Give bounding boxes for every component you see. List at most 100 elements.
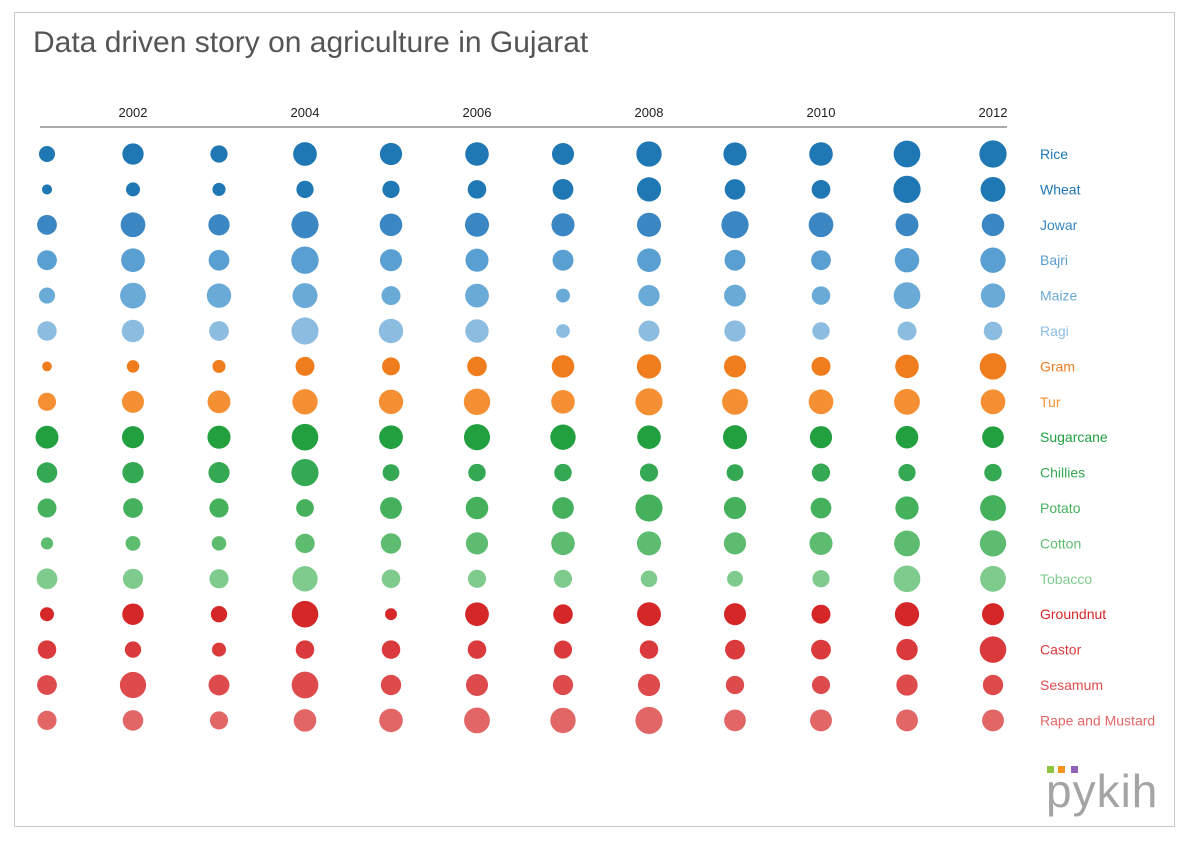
- data-point[interactable]: [211, 536, 227, 551]
- data-point[interactable]: [810, 497, 832, 519]
- data-point[interactable]: [893, 565, 921, 593]
- data-point[interactable]: [639, 640, 659, 659]
- data-point[interactable]: [721, 211, 749, 239]
- data-point[interactable]: [382, 464, 400, 481]
- data-point[interactable]: [724, 284, 746, 307]
- data-point[interactable]: [552, 179, 574, 200]
- data-point[interactable]: [809, 426, 833, 449]
- data-point[interactable]: [292, 389, 318, 415]
- data-point[interactable]: [385, 608, 397, 621]
- data-point[interactable]: [724, 179, 746, 200]
- data-point[interactable]: [551, 390, 575, 414]
- data-point[interactable]: [809, 142, 833, 166]
- data-point[interactable]: [896, 674, 918, 696]
- data-point[interactable]: [980, 247, 1006, 273]
- data-point[interactable]: [811, 180, 831, 199]
- data-point[interactable]: [209, 321, 229, 341]
- data-point[interactable]: [639, 463, 659, 482]
- data-point[interactable]: [553, 640, 573, 659]
- data-point[interactable]: [380, 533, 402, 554]
- data-point[interactable]: [725, 675, 745, 695]
- data-point[interactable]: [293, 709, 317, 732]
- data-point[interactable]: [292, 283, 318, 309]
- data-point[interactable]: [120, 212, 146, 238]
- data-point[interactable]: [207, 390, 231, 414]
- data-point[interactable]: [983, 321, 1003, 341]
- data-point[interactable]: [379, 142, 403, 166]
- data-point[interactable]: [810, 709, 832, 732]
- data-point[interactable]: [40, 537, 54, 550]
- data-point[interactable]: [125, 535, 141, 551]
- data-point[interactable]: [980, 565, 1006, 592]
- data-point[interactable]: [122, 461, 144, 484]
- data-point[interactable]: [120, 282, 146, 309]
- data-point[interactable]: [551, 531, 575, 556]
- data-point[interactable]: [468, 463, 486, 482]
- data-point[interactable]: [37, 640, 57, 659]
- data-point[interactable]: [811, 604, 831, 624]
- data-point[interactable]: [465, 602, 489, 627]
- data-point[interactable]: [465, 319, 489, 343]
- data-point[interactable]: [291, 423, 319, 451]
- data-point[interactable]: [37, 214, 57, 235]
- data-point[interactable]: [122, 710, 144, 731]
- data-point[interactable]: [723, 496, 747, 520]
- data-point[interactable]: [979, 353, 1007, 380]
- data-point[interactable]: [124, 641, 142, 658]
- data-point[interactable]: [636, 141, 662, 167]
- data-point[interactable]: [811, 250, 831, 271]
- data-point[interactable]: [296, 499, 314, 517]
- data-point[interactable]: [722, 425, 748, 450]
- data-point[interactable]: [378, 318, 404, 344]
- data-point[interactable]: [379, 708, 403, 733]
- data-point[interactable]: [208, 249, 230, 271]
- data-point[interactable]: [637, 602, 661, 627]
- data-point[interactable]: [121, 390, 145, 413]
- data-point[interactable]: [291, 246, 319, 274]
- data-point[interactable]: [723, 603, 747, 626]
- data-point[interactable]: [896, 709, 918, 732]
- data-point[interactable]: [895, 425, 919, 449]
- data-point[interactable]: [467, 180, 487, 199]
- data-point[interactable]: [980, 176, 1006, 202]
- data-point[interactable]: [41, 184, 53, 195]
- data-point[interactable]: [37, 392, 57, 411]
- data-point[interactable]: [37, 675, 57, 695]
- data-point[interactable]: [291, 459, 319, 487]
- data-point[interactable]: [463, 424, 491, 451]
- data-point[interactable]: [556, 288, 570, 303]
- data-point[interactable]: [808, 212, 834, 238]
- data-point[interactable]: [638, 284, 660, 307]
- data-point[interactable]: [212, 182, 226, 196]
- data-point[interactable]: [40, 607, 54, 622]
- data-point[interactable]: [296, 180, 314, 199]
- data-point[interactable]: [636, 212, 662, 237]
- data-point[interactable]: [637, 248, 661, 273]
- data-point[interactable]: [554, 463, 572, 482]
- data-point[interactable]: [723, 142, 747, 166]
- data-point[interactable]: [291, 671, 319, 699]
- data-point[interactable]: [637, 673, 661, 697]
- data-point[interactable]: [381, 569, 401, 589]
- data-point[interactable]: [464, 212, 490, 237]
- data-point[interactable]: [295, 640, 315, 659]
- data-point[interactable]: [726, 464, 744, 481]
- data-point[interactable]: [123, 498, 143, 518]
- data-point[interactable]: [895, 213, 919, 237]
- data-point[interactable]: [984, 463, 1002, 482]
- data-point[interactable]: [122, 143, 144, 165]
- data-point[interactable]: [724, 249, 746, 271]
- data-point[interactable]: [550, 424, 576, 450]
- data-point[interactable]: [464, 707, 490, 734]
- data-point[interactable]: [895, 354, 919, 379]
- data-point[interactable]: [980, 283, 1006, 308]
- data-point[interactable]: [295, 533, 315, 554]
- data-point[interactable]: [380, 674, 402, 696]
- data-point[interactable]: [212, 642, 226, 657]
- data-point[interactable]: [206, 283, 232, 308]
- data-point[interactable]: [208, 214, 230, 236]
- data-point[interactable]: [893, 175, 921, 204]
- data-point[interactable]: [37, 710, 57, 730]
- data-point[interactable]: [812, 322, 830, 340]
- data-point[interactable]: [635, 388, 663, 416]
